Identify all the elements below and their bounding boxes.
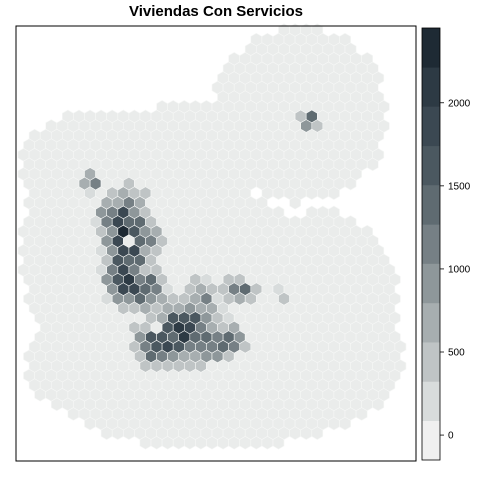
hex-cell [111, 426, 124, 440]
legend-color-step [422, 381, 440, 422]
hex-cell [100, 426, 113, 440]
legend-color-step [422, 185, 440, 225]
hex-cell [316, 186, 329, 200]
hex-cell [289, 196, 302, 210]
hex-cell [239, 436, 252, 450]
legend-color-step [422, 145, 440, 186]
hex-cell [300, 426, 313, 440]
hex-cell [84, 416, 96, 431]
legend-color-step [422, 420, 440, 461]
hex-cell [355, 407, 368, 421]
color-legend: 0 500 1000 1500 2000 [421, 27, 471, 461]
legend-tick-label: 1000 [448, 264, 471, 275]
hex-cell [328, 186, 340, 200]
hex-cell [339, 416, 351, 431]
hex-cell [217, 436, 229, 450]
hex-cell [261, 436, 274, 450]
hex-cell [161, 436, 174, 450]
legend-color-step [422, 342, 440, 382]
panel-frame-overlay [15, 25, 417, 462]
legend-color-step [422, 28, 440, 68]
legend-color-step [422, 67, 440, 107]
legend-tick-label: 1500 [448, 181, 471, 192]
hex-cell [150, 436, 163, 450]
hex-cell [250, 436, 263, 450]
hex-cell [272, 436, 285, 450]
map-title: Viviendas Con Servicios [129, 3, 303, 20]
hex-cell [366, 157, 379, 172]
hex-cells [17, 23, 407, 450]
legend-color-step [422, 302, 440, 343]
legend-frame [421, 27, 441, 461]
hex-cell [67, 407, 80, 421]
legend-color-step [422, 263, 440, 304]
legend-tick-label: 0 [448, 431, 454, 442]
legend-color-step [422, 224, 440, 264]
hex-cell [328, 416, 340, 431]
hex-cell [50, 397, 63, 412]
hex-cell [311, 426, 324, 440]
legend-tick-label: 2000 [448, 98, 471, 109]
hex-cell [123, 426, 135, 440]
hex-cell [228, 436, 240, 450]
hex-cell [372, 397, 385, 412]
legend-color-step [422, 106, 440, 147]
hex-cell [272, 186, 285, 200]
hex-cell [289, 426, 302, 440]
hex-cell [344, 176, 357, 191]
hex-cell [172, 436, 185, 450]
hex-cell [206, 436, 218, 450]
hex-cell [34, 388, 47, 402]
hex-cell [195, 436, 207, 450]
hex-cell [139, 436, 152, 450]
legend-tick-label: 500 [448, 348, 465, 359]
hex-cell [305, 186, 318, 200]
hex-cell [184, 436, 196, 450]
